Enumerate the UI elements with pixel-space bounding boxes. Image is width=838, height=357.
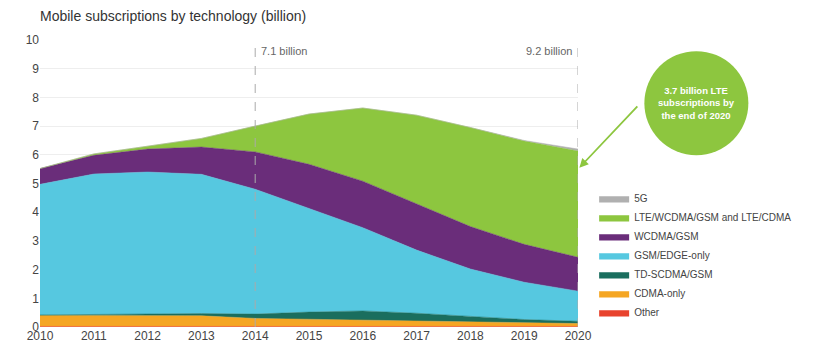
svg-text:GSM/EDGE-only: GSM/EDGE-only <box>634 250 710 261</box>
svg-text:3: 3 <box>32 234 39 248</box>
svg-text:3.7 billion LTEsubscriptions b: 3.7 billion LTEsubscriptions bythe end o… <box>658 85 735 121</box>
svg-text:5: 5 <box>32 177 39 191</box>
svg-text:LTE/WCDMA/GSM and LTE/CDMA: LTE/WCDMA/GSM and LTE/CDMA <box>634 212 791 223</box>
svg-text:2020: 2020 <box>565 329 592 343</box>
svg-text:2016: 2016 <box>349 329 376 343</box>
svg-text:6: 6 <box>32 148 39 162</box>
svg-text:2018: 2018 <box>457 329 484 343</box>
svg-text:7: 7 <box>32 119 39 133</box>
svg-text:TD-SCDMA/GSM: TD-SCDMA/GSM <box>634 269 712 280</box>
svg-text:5G: 5G <box>634 193 648 204</box>
svg-text:4: 4 <box>32 205 39 219</box>
svg-text:9.2 billion: 9.2 billion <box>526 45 572 57</box>
svg-text:2017: 2017 <box>403 329 430 343</box>
svg-text:2012: 2012 <box>134 329 161 343</box>
svg-text:10: 10 <box>26 33 40 47</box>
svg-text:2010: 2010 <box>27 329 54 343</box>
svg-text:2: 2 <box>32 263 39 277</box>
svg-text:2015: 2015 <box>296 329 323 343</box>
svg-text:2011: 2011 <box>81 329 107 343</box>
svg-text:2013: 2013 <box>188 329 215 343</box>
svg-text:Mobile subscriptions by techno: Mobile subscriptions by technology (bill… <box>40 8 306 24</box>
svg-text:1: 1 <box>32 292 39 306</box>
svg-text:2014: 2014 <box>242 329 269 343</box>
svg-text:2019: 2019 <box>511 329 538 343</box>
svg-text:9: 9 <box>32 62 39 76</box>
svg-text:WCDMA/GSM: WCDMA/GSM <box>634 231 698 242</box>
svg-text:Other: Other <box>634 307 660 318</box>
svg-text:0: 0 <box>32 320 39 334</box>
svg-text:7.1 billion: 7.1 billion <box>261 45 307 57</box>
svg-text:8: 8 <box>32 91 39 105</box>
svg-text:CDMA-only: CDMA-only <box>634 288 685 299</box>
